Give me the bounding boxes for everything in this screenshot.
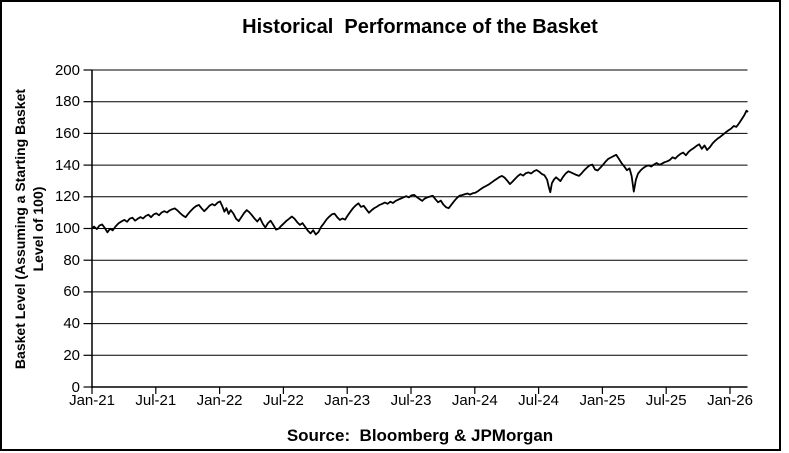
x-tick-label: Jul-22 xyxy=(262,392,304,409)
y-tick-label: 60 xyxy=(63,283,80,301)
x-tick-label: Jul-23 xyxy=(390,392,432,409)
y-tick-label: 20 xyxy=(63,346,80,364)
x-tick-label: Jan-21 xyxy=(69,392,115,409)
y-tick-label: 40 xyxy=(63,315,80,333)
x-tick-label: Jan-22 xyxy=(196,392,243,409)
chart-title: Historical Performance of the Basket xyxy=(242,16,598,38)
y-tick-label: 0 xyxy=(71,378,80,396)
x-tick-label: Jan-26 xyxy=(707,392,753,409)
y-tick-label: 120 xyxy=(54,188,80,206)
x-tick-label: Jan-25 xyxy=(579,392,626,409)
x-tick-label: Jul-21 xyxy=(135,392,177,409)
y-tick-label: 200 xyxy=(54,61,80,79)
y-tick-label: 160 xyxy=(54,124,80,142)
basket-line xyxy=(91,109,749,236)
x-tick-label: Jul-24 xyxy=(518,392,560,409)
x-tick-label: Jan-24 xyxy=(451,392,498,409)
y-tick-label: 180 xyxy=(54,93,80,111)
source-note: Source: Bloomberg & JPMorgan xyxy=(286,426,554,445)
y-tick-label: 80 xyxy=(63,251,80,269)
x-tick-label: Jul-25 xyxy=(645,392,687,409)
y-tick-label: 100 xyxy=(54,220,80,237)
y-tick-label: 140 xyxy=(54,156,80,174)
x-tick-label: Jan-23 xyxy=(324,392,371,409)
